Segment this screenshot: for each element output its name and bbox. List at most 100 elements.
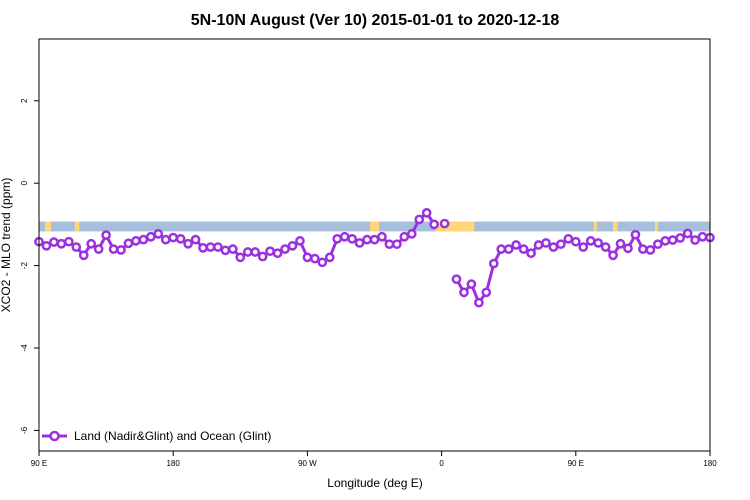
data-point [660, 236, 671, 246]
data-point [667, 235, 678, 245]
data-point [362, 234, 372, 245]
data-point [630, 229, 641, 240]
data-point [332, 233, 343, 244]
land-band-span [613, 221, 618, 232]
plot-frame [38, 38, 711, 452]
data-point [570, 236, 581, 247]
x-tick-label: 180 [167, 459, 181, 468]
data-point [556, 239, 566, 250]
data-point [168, 232, 179, 243]
y-tick-label: -2 [20, 261, 29, 269]
data-point [429, 219, 439, 230]
data-point [548, 242, 559, 252]
data-point [511, 240, 522, 250]
data-point [518, 244, 529, 254]
data-point [600, 242, 611, 252]
y-tick-label: 2 [20, 98, 29, 103]
data-point [459, 287, 469, 298]
data-point [682, 228, 693, 239]
data-point [280, 244, 290, 254]
data-point [384, 239, 395, 250]
data-point [250, 247, 261, 257]
data-point [451, 274, 462, 285]
series-layer [34, 208, 715, 308]
data-point [116, 245, 126, 255]
data-point [175, 233, 186, 244]
land-band-span [593, 221, 597, 232]
x-tick-label: 180 [703, 459, 717, 468]
data-point [392, 239, 402, 250]
x-tick-label: 0 [439, 459, 444, 468]
data-point [369, 234, 380, 245]
y-tick-label: 0 [20, 180, 29, 185]
data-point [645, 245, 656, 255]
data-point [585, 236, 596, 246]
data-point [101, 230, 111, 240]
data-point [339, 231, 350, 242]
data-point [496, 244, 507, 254]
legend-label: Land (Nadir&Glint) and Ocean (Glint) [74, 429, 271, 443]
data-point [138, 234, 149, 245]
data-point [213, 242, 223, 252]
data-point [220, 245, 231, 256]
data-point [623, 243, 633, 254]
legend: Land (Nadir&Glint) and Ocean (Glint) [42, 429, 271, 443]
data-point [439, 218, 450, 229]
land-band-span [44, 221, 51, 232]
data-point [324, 252, 335, 263]
data-point [131, 236, 141, 246]
data-point [608, 250, 618, 261]
data-point [697, 231, 708, 242]
data-point [399, 231, 410, 242]
data-point [63, 236, 74, 247]
data-point [86, 238, 97, 249]
data-point [123, 238, 134, 249]
data-point [198, 243, 208, 253]
legend-marker [49, 430, 60, 442]
y-tick-label: -4 [20, 344, 29, 352]
data-point [71, 242, 82, 252]
data-point [310, 253, 320, 264]
data-point [49, 237, 59, 247]
data-point [690, 235, 700, 245]
x-tick-label: 90 E [31, 459, 47, 468]
data-point [257, 251, 268, 262]
chart-title: 5N-10N August (Ver 10) 2015-01-01 to 202… [191, 12, 560, 29]
land-band-span [435, 221, 475, 232]
data-point [93, 244, 104, 254]
data-point [354, 238, 365, 248]
data-point [533, 240, 544, 250]
data-point [406, 229, 417, 239]
x-tick-label: 90 W [298, 459, 317, 468]
data-point [265, 246, 275, 257]
data-point [145, 231, 156, 242]
data-point [578, 242, 589, 252]
data-point [56, 238, 67, 249]
data-point [317, 257, 328, 268]
data-point [414, 214, 425, 225]
data-point [108, 244, 119, 254]
data-point [503, 244, 514, 254]
data-point [652, 239, 663, 250]
land-band-span [74, 221, 80, 232]
data-point [183, 238, 193, 249]
data-point [593, 238, 604, 248]
land-band-span [654, 221, 658, 232]
data-point [302, 252, 313, 263]
data-point [377, 231, 387, 242]
data-point [563, 233, 574, 244]
x-axis-label: Longitude (deg E) [327, 476, 422, 490]
band-layer [39, 221, 710, 232]
data-point [638, 244, 648, 254]
data-point [347, 233, 357, 244]
data-point [160, 234, 171, 245]
data-point [41, 240, 52, 251]
data-point [421, 208, 432, 218]
data-point [526, 248, 536, 259]
data-point [466, 279, 477, 289]
data-point [615, 238, 626, 249]
land-band-span [370, 221, 379, 232]
data-point [287, 240, 298, 251]
data-point [481, 287, 492, 298]
